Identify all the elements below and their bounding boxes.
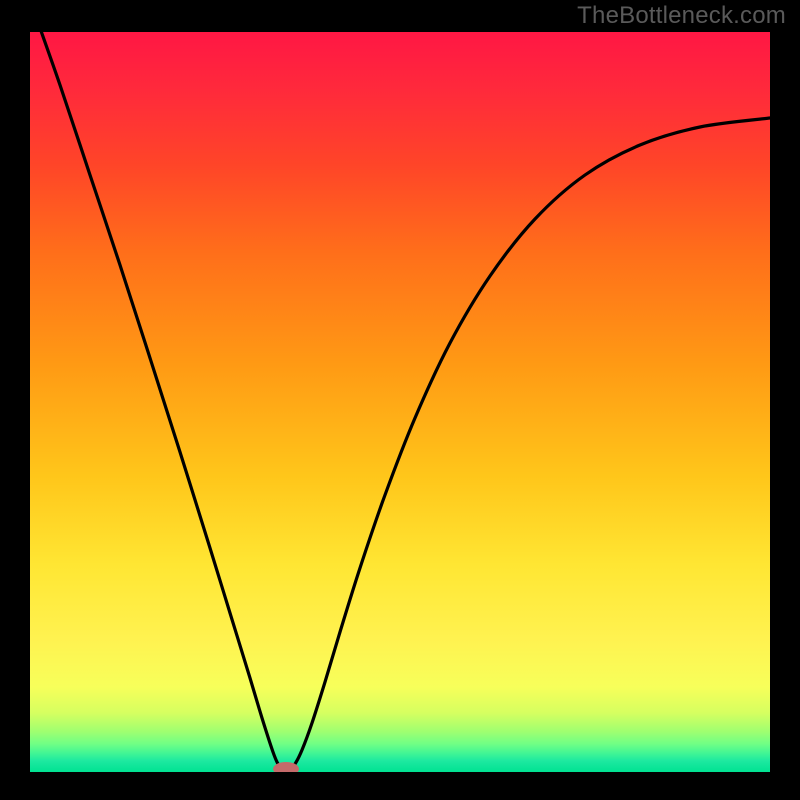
bottleneck-chart [0, 0, 800, 800]
chart-container: TheBottleneck.com [0, 0, 800, 800]
plot-background [30, 32, 770, 772]
minimum-marker [273, 762, 299, 776]
watermark-text: TheBottleneck.com [577, 2, 786, 30]
